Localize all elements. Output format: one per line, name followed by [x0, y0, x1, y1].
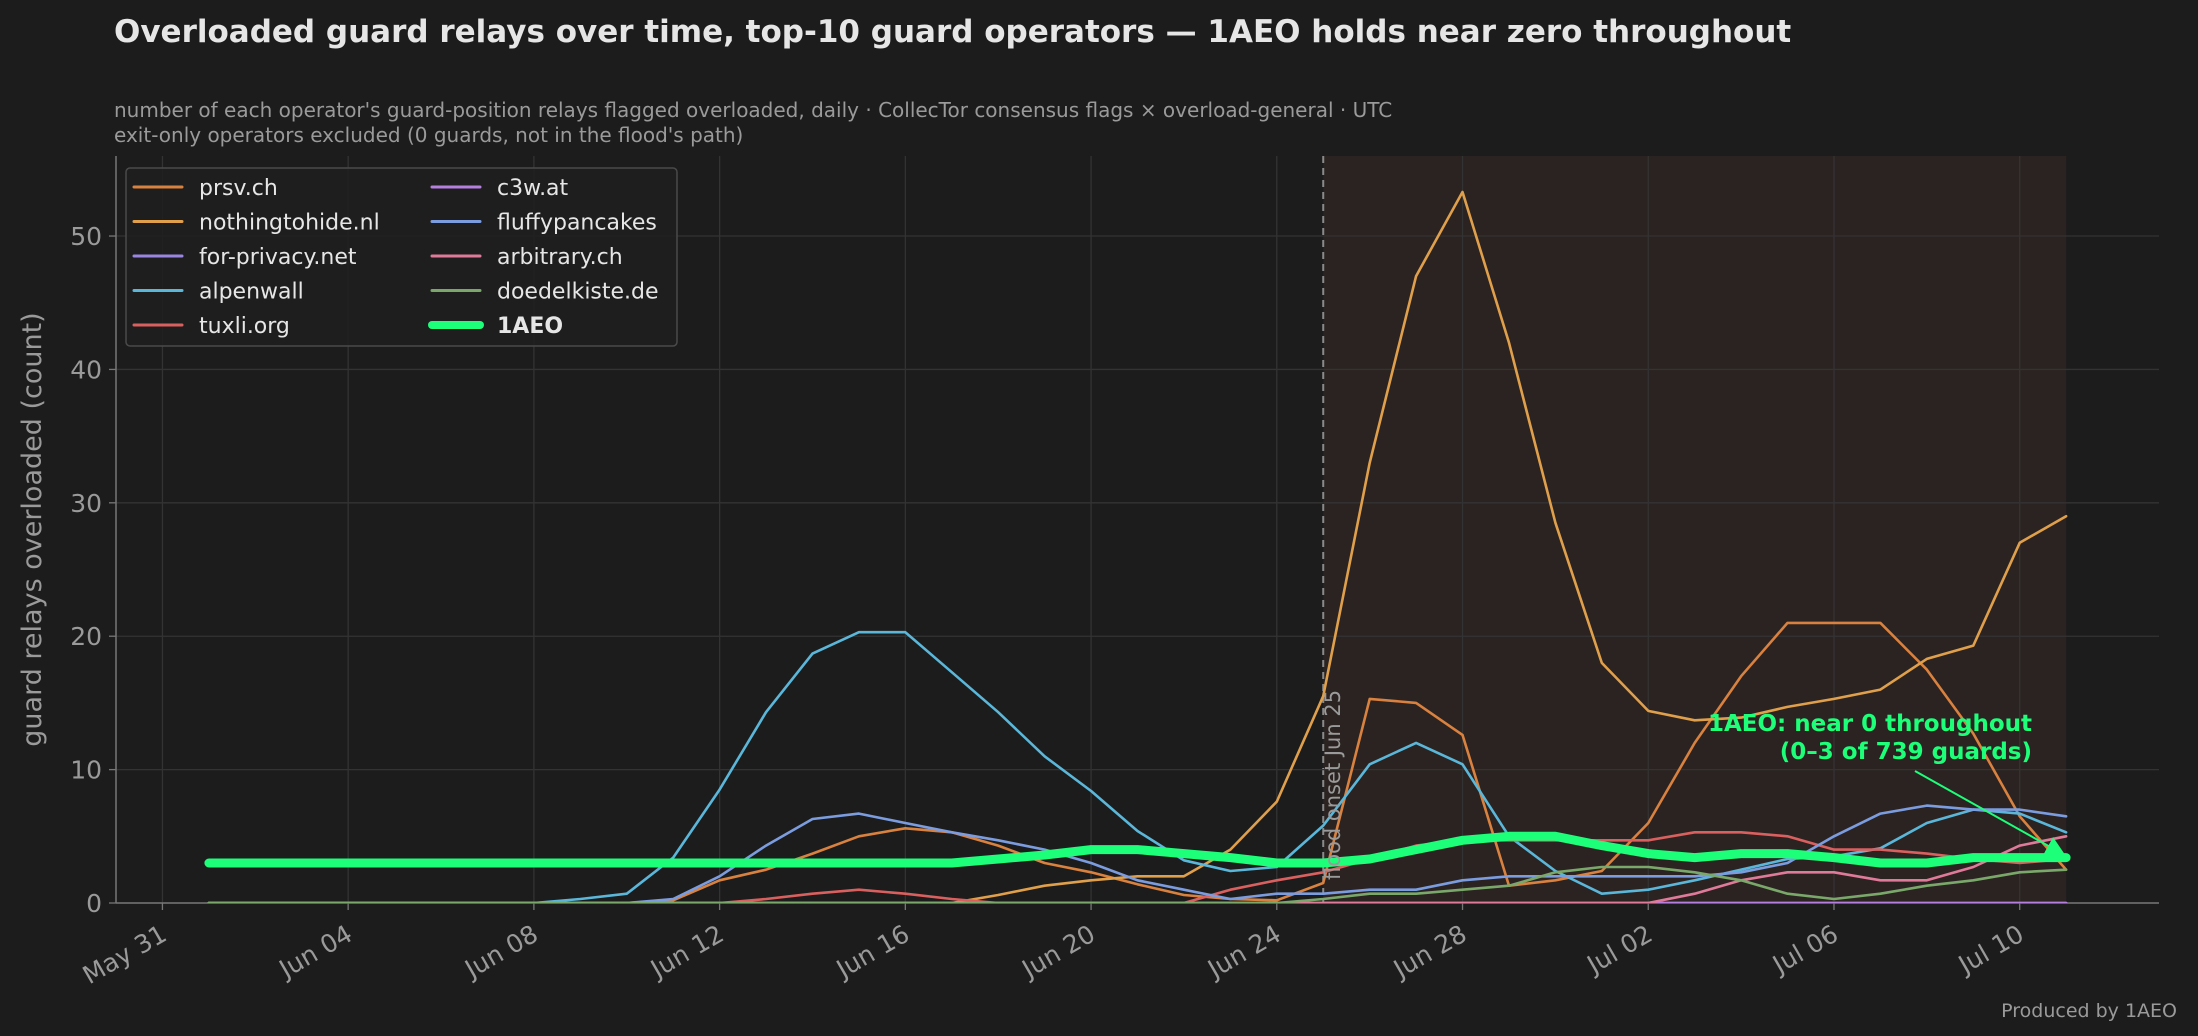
y-tick-label: 20: [70, 622, 102, 651]
x-tick-label: Jun 20: [1016, 919, 1100, 985]
legend-box: [125, 167, 678, 347]
legend-label: tuxli.org: [199, 314, 290, 339]
subtitle-line-2: exit-only operators excluded (0 guards, …: [114, 123, 744, 147]
y-axis-label: guard relays overloaded (count): [17, 312, 48, 746]
legend-item: c3w.at: [430, 176, 569, 201]
series-line-doedelkiste-de: [207, 865, 2068, 903]
legend-label: doedelkiste.de: [497, 280, 659, 305]
y-tick-label: 30: [70, 489, 102, 518]
legend-item: for-privacy.net: [132, 245, 357, 270]
legend-label: fluffypancakes: [497, 211, 657, 236]
y-tick-label: 10: [70, 756, 102, 785]
credit-text: Produced by 1AEO: [2001, 1000, 2177, 1022]
y-tick-label: 0: [86, 889, 102, 918]
series-line-nothingtohide-nl: [207, 190, 2068, 903]
flood-period-shade: [1323, 156, 2067, 903]
legend-label: alpenwall: [199, 280, 304, 305]
series-line-arbitrary-ch: [207, 834, 2068, 903]
legend-label: nothingtohide.nl: [199, 211, 380, 236]
series-line-tuxli-org: [207, 830, 2068, 903]
legend-item: fluffypancakes: [430, 211, 657, 236]
x-tick-label: Jul 02: [1580, 919, 1657, 980]
legend-item: doedelkiste.de: [430, 280, 659, 305]
legend-item: 1AEO: [428, 314, 563, 339]
annotation-layer: flood onset Jun 25 1AEO: near 0 throughou…: [1321, 690, 2066, 880]
annotation-line-2: (0–3 of 739 guards): [1780, 739, 2032, 765]
x-tick-label: Jul 06: [1766, 919, 1843, 980]
x-tick-label: Jul 10: [1952, 919, 2029, 980]
x-tick-label: Jun 24: [1201, 919, 1285, 985]
series-line-1aeo: [204, 831, 2071, 868]
chart-subtitle: number of each operator's guard-position…: [114, 98, 1392, 148]
y-tick-label: 50: [70, 222, 102, 251]
series-line-alpenwall: [207, 630, 2068, 903]
subtitle-line-1: number of each operator's guard-position…: [114, 98, 1393, 122]
legend-label: for-privacy.net: [199, 245, 357, 270]
annotation-arrow: [1914, 770, 2066, 856]
x-tick-label: Jun 04: [273, 919, 357, 985]
x-tick-label: May 31: [78, 919, 172, 990]
x-tick-label: Jun 28: [1387, 919, 1471, 985]
legend-item: tuxli.org: [132, 314, 290, 339]
y-tick-label: 40: [70, 355, 102, 384]
x-tick-label: Jun 08: [458, 919, 542, 985]
legend-item: arbitrary.ch: [430, 245, 623, 270]
legend-item: prsv.ch: [132, 176, 278, 201]
legend-label: arbitrary.ch: [497, 245, 623, 270]
flood-onset-label: flood onset Jun 25: [1321, 690, 1345, 880]
legend-label: 1AEO: [497, 314, 563, 339]
flood-shading-layer: [1322, 156, 2067, 903]
x-tick-label: Jun 16: [830, 919, 914, 985]
x-tick-label: Jun 12: [644, 919, 728, 985]
chart-title: Overloaded guard relays over time, top-1…: [114, 14, 1792, 50]
legend-label: prsv.ch: [199, 176, 278, 201]
legend-item: alpenwall: [132, 280, 304, 305]
legend: prsv.ch nothingtohide.nl for-privacy.net al…: [125, 167, 678, 347]
series-line-fluffypancakes: [207, 804, 2068, 903]
legend-label: c3w.at: [497, 176, 569, 201]
series-line-prsv-ch: [207, 621, 2068, 903]
series-layer: [204, 190, 2071, 903]
annotation-line-1: 1AEO: near 0 throughout: [1708, 711, 2032, 737]
legend-item: nothingtohide.nl: [132, 211, 380, 236]
